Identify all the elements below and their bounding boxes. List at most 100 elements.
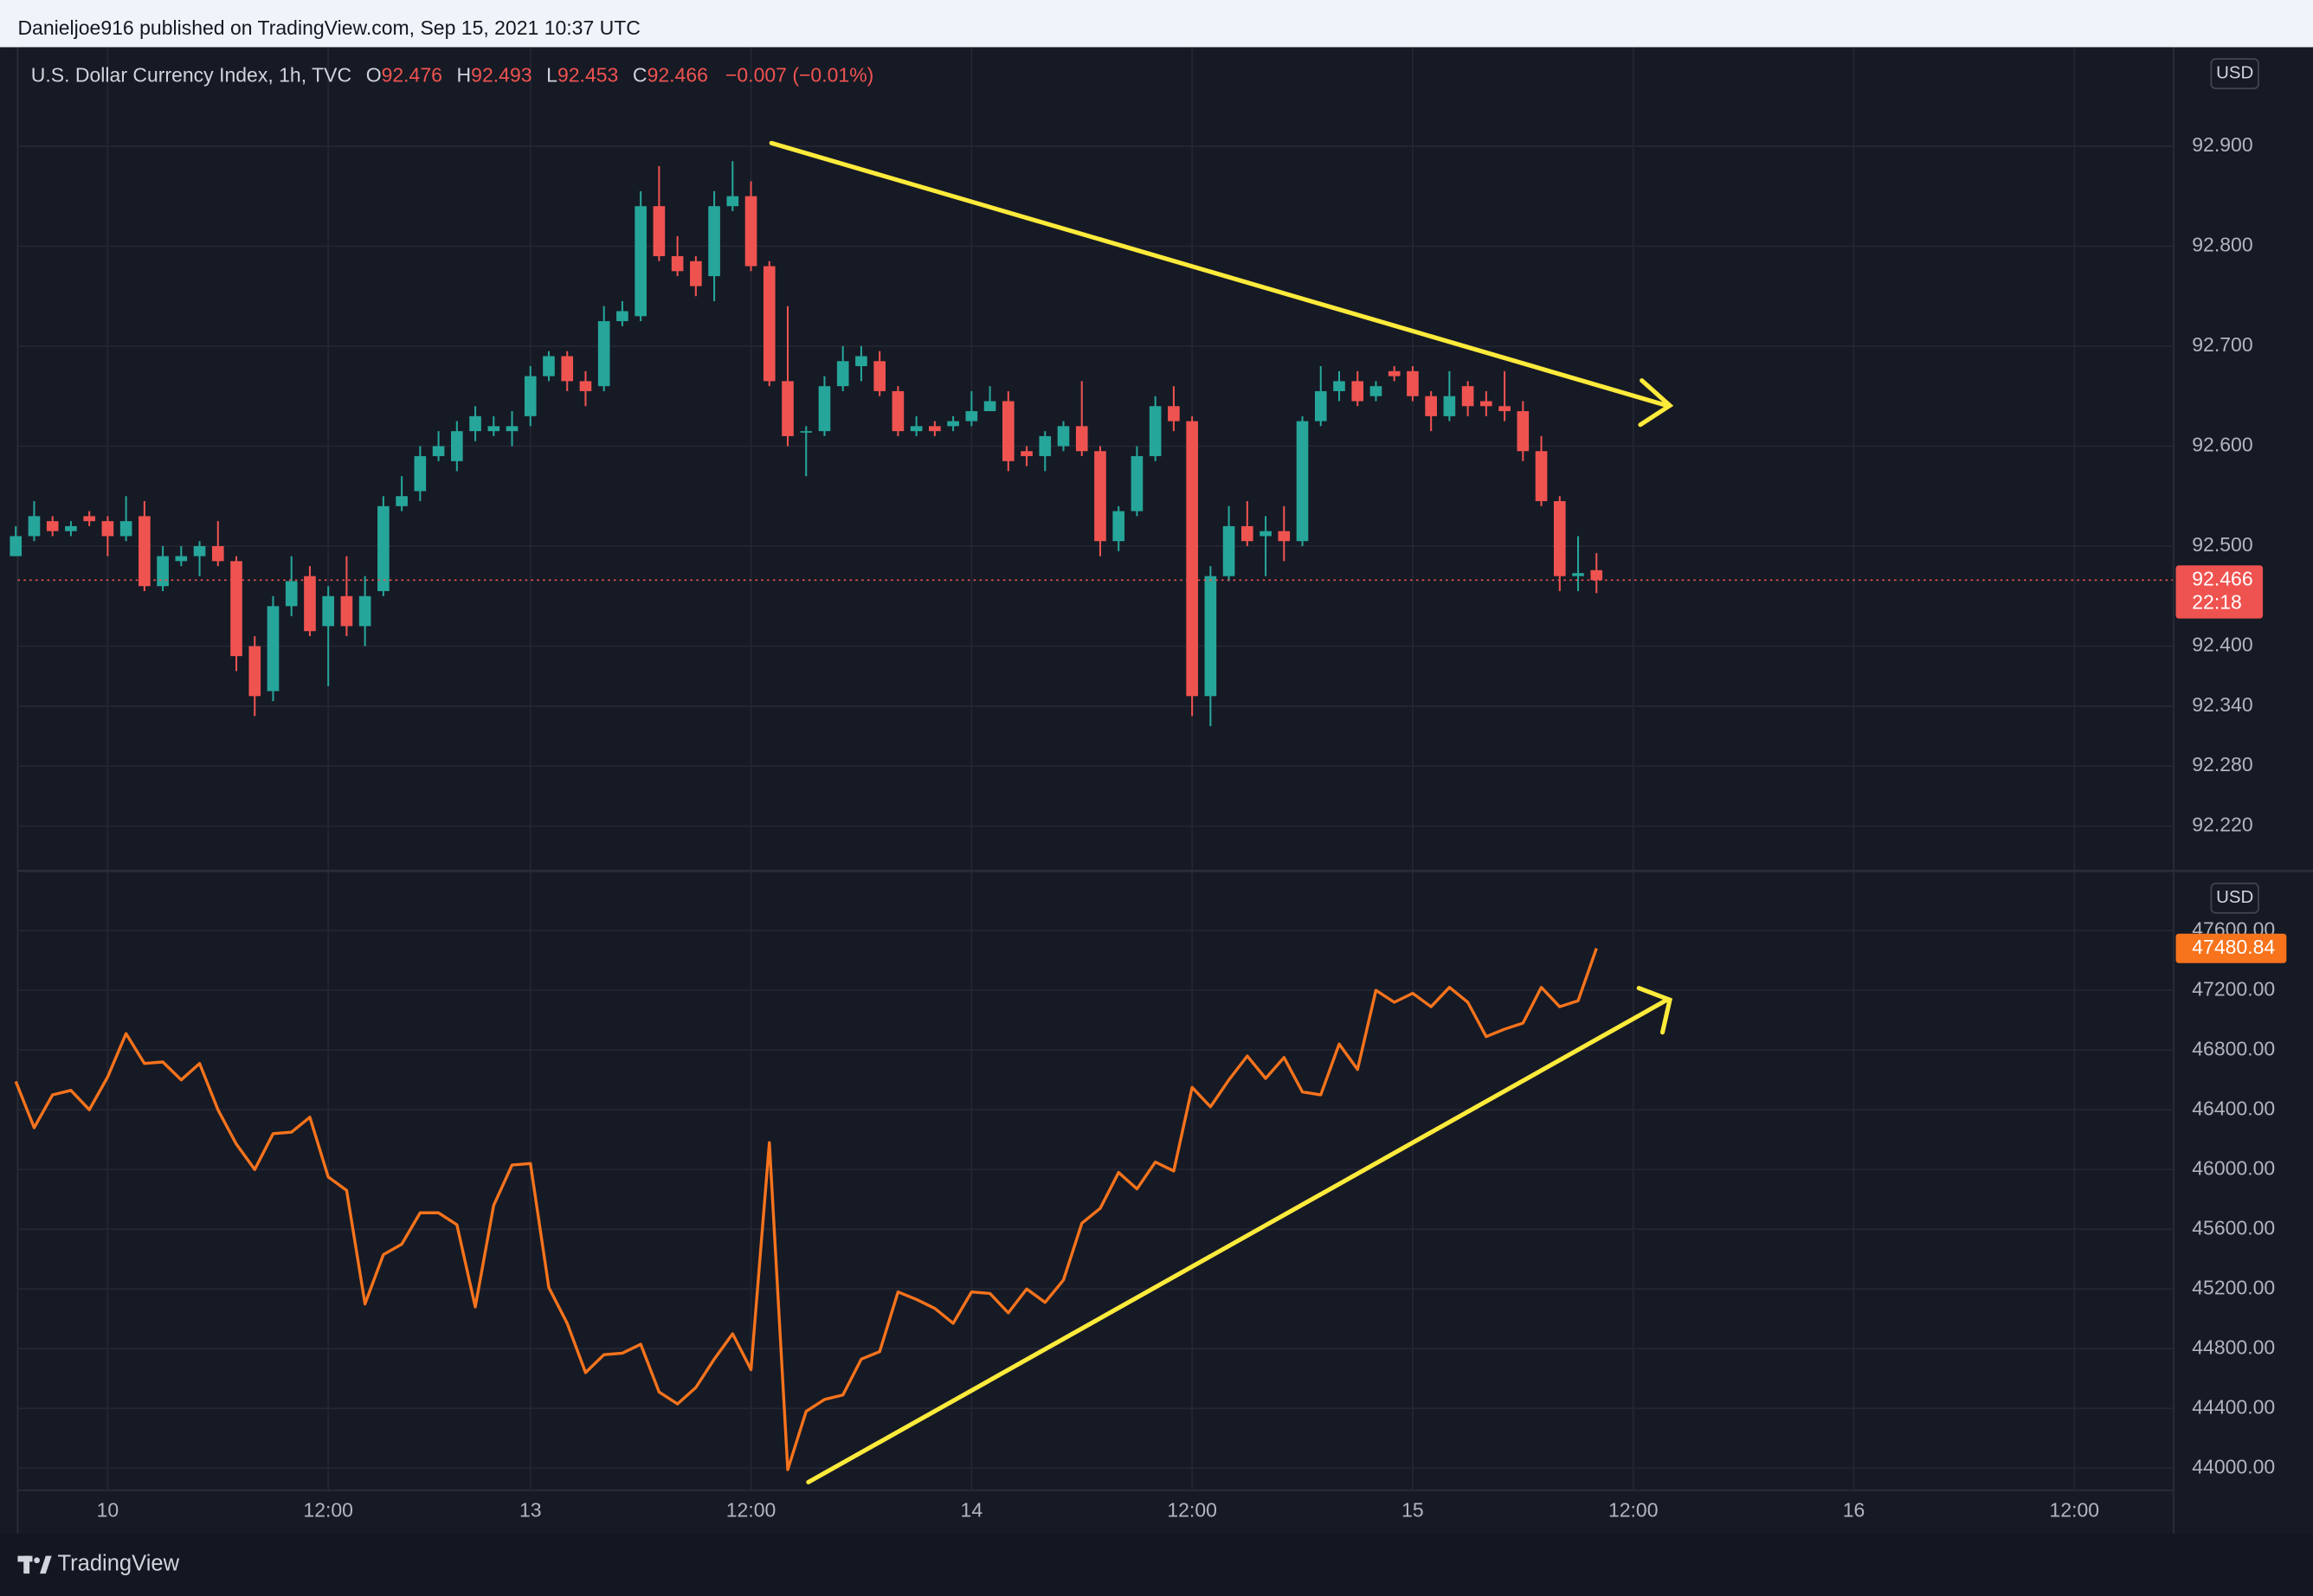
candle-body xyxy=(1590,570,1603,581)
candle-body xyxy=(690,261,702,286)
candle-body xyxy=(616,311,628,322)
arrow-head xyxy=(1638,378,1674,428)
legend-label: L xyxy=(546,64,557,87)
legend-symbol: U.S. Dollar Currency Index, 1h, TVC xyxy=(31,64,351,87)
annotations xyxy=(769,140,1674,1485)
logo-part xyxy=(40,1555,52,1574)
y-tick-label: 92.400 xyxy=(2192,634,2252,656)
y-tick-label: 44400.00 xyxy=(2192,1395,2275,1418)
candle-body xyxy=(451,431,463,461)
y-tick-label: 92.900 xyxy=(2192,133,2252,156)
y-tick-label: 92.220 xyxy=(2192,814,2252,836)
currency-label: USD xyxy=(2216,63,2253,83)
arrow-head xyxy=(1636,986,1673,1035)
candle-body xyxy=(1002,401,1015,461)
grid xyxy=(17,47,2174,1490)
candle-body xyxy=(1039,435,1052,457)
candle-body xyxy=(1021,451,1033,457)
candle-body xyxy=(1241,525,1253,542)
candle-body xyxy=(1112,511,1125,542)
trend-arrow-down xyxy=(769,140,1670,409)
candle-body xyxy=(1131,456,1144,512)
candle-body xyxy=(726,196,739,207)
candle-body xyxy=(983,401,996,412)
candle-body xyxy=(653,206,666,256)
candle-body xyxy=(322,595,335,627)
legend-label: O xyxy=(366,64,382,87)
candle-body xyxy=(1149,406,1162,457)
y-tick-label: 92.700 xyxy=(2192,333,2252,356)
candle-body xyxy=(524,376,537,416)
candle-body xyxy=(1094,451,1106,542)
y-tick-label: 44800.00 xyxy=(2192,1335,2275,1358)
candle-body xyxy=(708,206,720,277)
candle-body xyxy=(487,426,500,432)
candle-body xyxy=(1075,426,1088,452)
plot-area xyxy=(17,47,2174,1490)
x-tick-label: 12:00 xyxy=(303,1499,353,1522)
candle-body xyxy=(579,381,592,391)
candle-body xyxy=(763,266,776,382)
candle-body xyxy=(1057,426,1070,447)
y-tick-label: 92.340 xyxy=(2192,693,2252,716)
x-tick-label: 12:00 xyxy=(1608,1499,1659,1522)
y-tick-label: 92.800 xyxy=(2192,234,2252,256)
legend-value: 92.476 xyxy=(382,64,442,87)
legend: U.S. Dollar Currency Index, 1h, TVC O92.… xyxy=(31,64,874,87)
y-tick-label: 92.500 xyxy=(2192,533,2252,556)
legend-label: C xyxy=(633,64,648,87)
candle-body xyxy=(285,581,298,607)
last-value-box xyxy=(2175,933,2287,963)
candle-body xyxy=(65,525,77,531)
candle-body xyxy=(910,426,923,432)
brand-name: TradingView xyxy=(57,1552,179,1576)
legend-value: 92.453 xyxy=(557,64,618,87)
candle-body xyxy=(1572,573,1584,576)
candle-body xyxy=(1498,406,1511,412)
currency-label: USD xyxy=(2216,887,2253,907)
marks xyxy=(10,161,2174,1471)
legend-label: H xyxy=(457,64,472,87)
x-tick-label: 10 xyxy=(97,1499,119,1522)
last-price-label: 92.466 xyxy=(2192,567,2252,589)
candle-body xyxy=(597,321,610,387)
logo-part xyxy=(34,1557,41,1564)
candle-body xyxy=(396,496,408,506)
candle-body xyxy=(101,521,114,537)
candle-body xyxy=(1296,421,1309,542)
candle-body xyxy=(800,431,813,433)
x-tick-label: 15 xyxy=(1401,1499,1424,1522)
candle-body xyxy=(1333,381,1345,391)
candle-body xyxy=(1222,525,1235,576)
candle-body xyxy=(340,595,353,627)
candle-body xyxy=(543,356,555,376)
logo-part xyxy=(23,1555,30,1574)
candle-body xyxy=(744,196,757,267)
currency-badge[interactable] xyxy=(2210,882,2259,914)
candle-body xyxy=(1553,501,1566,576)
currency-badge[interactable] xyxy=(2210,58,2259,90)
candle-body xyxy=(929,426,941,432)
candle-body xyxy=(377,505,390,591)
legend-value: 92.466 xyxy=(648,64,708,87)
y-tick-label: 92.600 xyxy=(2192,434,2252,456)
candle-body xyxy=(1461,386,1474,407)
x-tick-label: 14 xyxy=(961,1499,983,1522)
y-tick-label: 45600.00 xyxy=(2192,1216,2275,1239)
line-series xyxy=(14,948,1598,1471)
y-tick-label: 46000.00 xyxy=(2192,1156,2275,1179)
candle-body xyxy=(1314,390,1327,422)
candle-body xyxy=(157,556,169,587)
candle-body xyxy=(304,576,316,632)
x-tick-label: 16 xyxy=(1843,1499,1865,1522)
candle-body xyxy=(965,411,978,422)
candle-body xyxy=(83,516,95,522)
candle-body xyxy=(855,356,867,367)
candle-body xyxy=(1535,451,1548,502)
candle-body xyxy=(1278,531,1291,542)
brand-logo xyxy=(17,1555,52,1574)
candle-body xyxy=(818,386,831,432)
last-value-label: 47480.84 xyxy=(2192,936,2275,958)
header-bar xyxy=(0,0,2313,48)
